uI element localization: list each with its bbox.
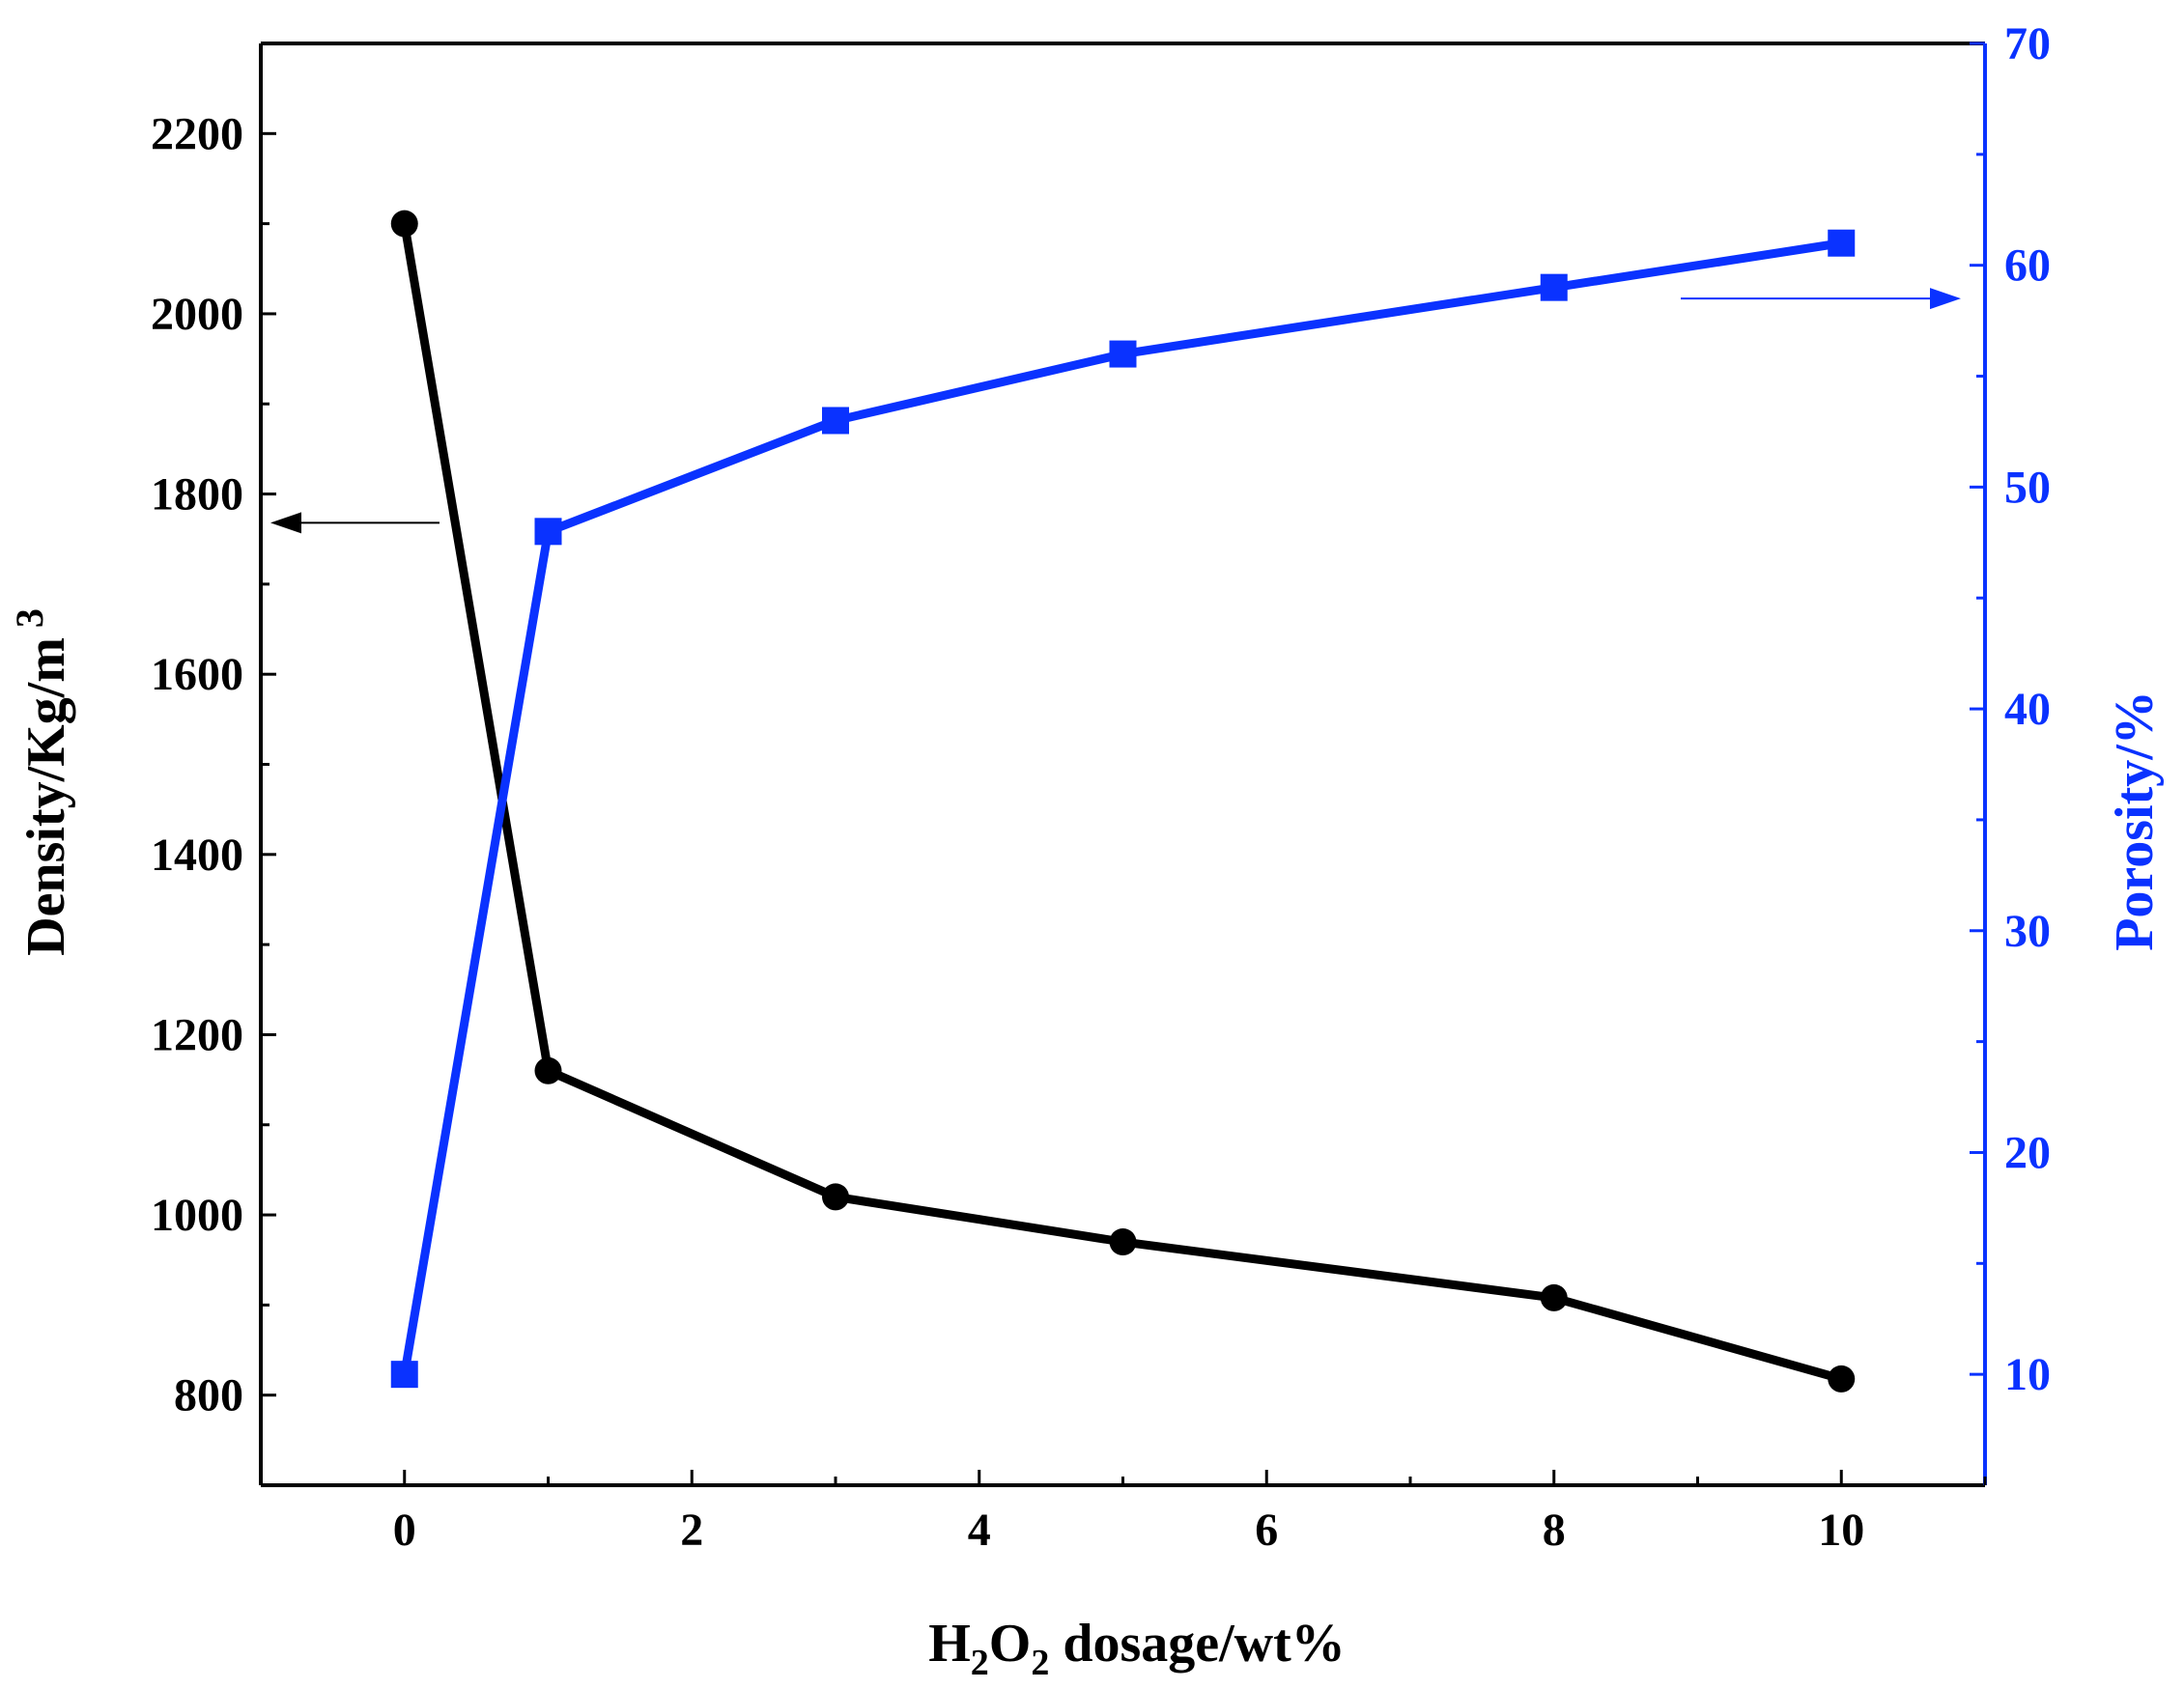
left-tick-label: 2200 [151, 108, 243, 159]
x-tick-label: 8 [1543, 1505, 1566, 1556]
left-y-axis: 800 1000 1200 1400 1600 1800 2000 2200 [151, 108, 276, 1422]
series-porosity [390, 229, 1856, 1389]
data-point-circle [1828, 1365, 1856, 1393]
data-point-square [1109, 340, 1137, 368]
data-point-circle [534, 1056, 562, 1084]
data-point-square [390, 1361, 418, 1389]
right-tick-label: 40 [2004, 684, 2051, 735]
annotation-arrows [270, 288, 1961, 534]
left-tick-label: 2000 [151, 289, 243, 340]
series-density [390, 210, 1856, 1393]
x-tick-label: 6 [1255, 1505, 1278, 1556]
x-axis-title-sub1: 2 [971, 1643, 989, 1683]
x-axis-title-prefix: H [928, 1614, 971, 1674]
right-tick-label: 50 [2004, 462, 2051, 513]
x-tick-label: 2 [680, 1505, 703, 1556]
data-point-square [822, 407, 849, 435]
series-line [400, 222, 1843, 1384]
series-line [400, 239, 1842, 1375]
data-point-circle [390, 210, 418, 238]
data-point-circle [1540, 1283, 1568, 1311]
left-y-axis-title: Density/Kg/m 3 [8, 608, 76, 956]
data-point-square [1540, 273, 1568, 301]
left-y-axis-title-sup: 3 [8, 608, 51, 628]
x-axis-title-mid: O [989, 1614, 1032, 1674]
right-tick-label: 30 [2004, 906, 2051, 957]
left-y-axis-title-text: Density/Kg/m [16, 637, 76, 956]
left-tick-label: 1800 [151, 469, 243, 521]
x-tick-label: 0 [393, 1505, 416, 1556]
x-axis: 0 2 4 6 8 10 [393, 1470, 1987, 1556]
x-axis-title-sub2: 2 [1031, 1643, 1049, 1683]
left-tick-label: 800 [174, 1370, 243, 1422]
x-tick-label: 4 [968, 1505, 991, 1556]
data-point-square [534, 518, 562, 546]
x-axis-title-suffix: dosage/wt% [1049, 1614, 1345, 1674]
right-tick-label: 10 [2004, 1349, 2051, 1400]
right-y-axis-title: Porosity/% [2105, 690, 2165, 951]
left-tick-label: 1200 [151, 1009, 243, 1060]
left-tick-label: 1000 [151, 1190, 243, 1241]
data-point-square [1828, 229, 1856, 257]
right-tick-label: 70 [2004, 18, 2051, 70]
data-point-circle [822, 1183, 849, 1211]
right-arrow-head [1930, 288, 1961, 310]
left-tick-label: 1400 [151, 830, 243, 881]
x-axis-title: H2O2 dosage/wt% [928, 1614, 1346, 1683]
right-y-axis: 10 20 30 40 50 60 70 [1970, 18, 2051, 1400]
right-tick-label: 60 [2004, 240, 2051, 292]
series-layer [390, 210, 1856, 1393]
data-point-circle [1109, 1228, 1137, 1256]
left-tick-label: 1600 [151, 649, 243, 700]
left-arrow-head [270, 512, 301, 534]
x-tick-label: 10 [1818, 1505, 1864, 1556]
right-tick-label: 20 [2004, 1127, 2051, 1178]
